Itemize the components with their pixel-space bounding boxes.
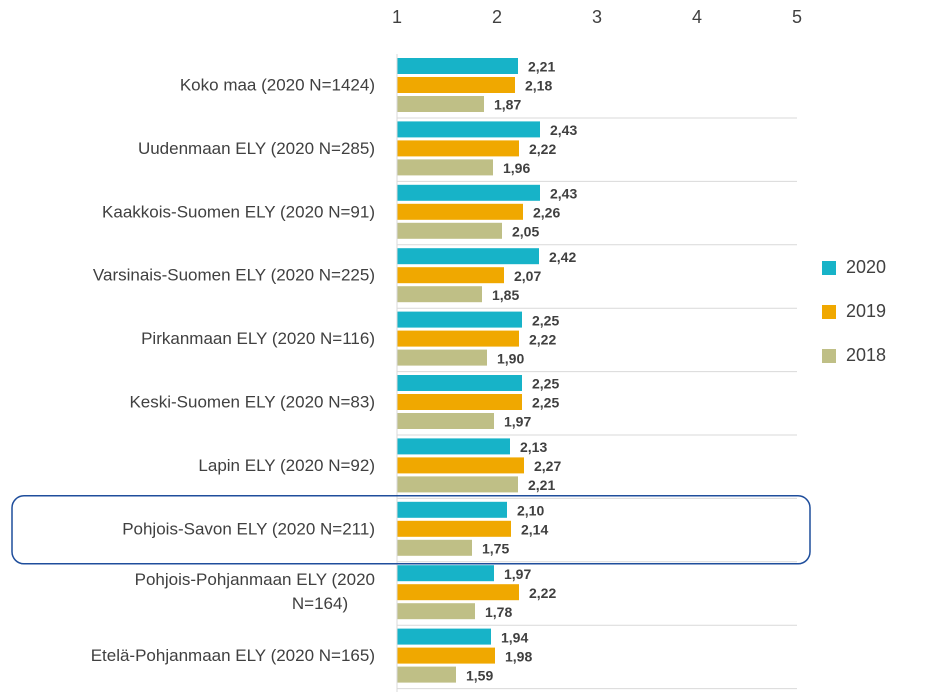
value-label: 1,90	[497, 350, 524, 366]
category-label-line: Pohjois-Pohjanmaan ELY (2020	[135, 571, 375, 590]
legend-label: 2018	[846, 345, 886, 365]
value-label: 1,96	[503, 160, 530, 176]
category-label: Uudenmaan ELY (2020 N=285)	[138, 139, 375, 158]
x-tick-label: 4	[692, 7, 702, 27]
category-label: Kaakkois-Suomen ELY (2020 N=91)	[102, 202, 375, 221]
bar	[397, 58, 518, 74]
legend-label: 2020	[846, 257, 886, 277]
x-tick-label: 2	[492, 7, 502, 27]
bar	[397, 539, 472, 556]
value-label: 2,43	[550, 122, 577, 138]
bar	[397, 248, 539, 265]
category-label: Pohjois-Pohjanmaan ELY (2020 N=164)	[135, 571, 375, 614]
value-label: 2,07	[514, 268, 541, 284]
bar	[397, 647, 495, 664]
value-label: 1,59	[466, 667, 493, 683]
x-tick-label: 5	[792, 7, 802, 27]
bar	[397, 413, 494, 429]
category-label: Varsinais-Suomen ELY (2020 N=225)	[93, 266, 375, 285]
category-label: Lapin ELY (2020 N=92)	[198, 456, 375, 475]
bar	[397, 184, 540, 201]
bar	[397, 438, 510, 455]
value-label: 2,42	[549, 249, 576, 265]
bar	[397, 96, 484, 112]
bar	[397, 140, 519, 157]
highlight-box	[11, 495, 811, 565]
value-label: 2,26	[533, 205, 560, 221]
value-label: 2,22	[529, 141, 556, 157]
value-label: 2,18	[525, 78, 552, 94]
legend-swatch	[822, 349, 836, 363]
bar	[397, 286, 482, 303]
x-tick-label: 1	[392, 7, 402, 27]
bar	[397, 584, 519, 601]
bar	[397, 565, 494, 582]
value-label: 2,10	[517, 503, 544, 519]
legend-swatch	[822, 305, 836, 319]
x-tick-label: 3	[592, 7, 602, 27]
bar	[397, 666, 456, 683]
category-label: Koko maa (2020 N=1424)	[180, 75, 375, 94]
value-label: 1,94	[501, 629, 528, 645]
value-label: 2,05	[512, 224, 539, 240]
bar	[397, 222, 502, 239]
value-label: 1,78	[485, 604, 512, 620]
value-label: 2,27	[534, 458, 561, 474]
bar	[397, 603, 475, 620]
bar	[397, 628, 491, 645]
bar	[397, 267, 504, 284]
value-label: 1,87	[494, 97, 521, 113]
value-label: 2,21	[528, 477, 555, 493]
bar	[397, 520, 511, 537]
bar	[397, 476, 518, 493]
value-label: 1,98	[505, 648, 532, 664]
bar	[397, 159, 493, 176]
value-label: 2,25	[532, 395, 559, 411]
category-label: Keski-Suomen ELY (2020 N=83)	[129, 392, 375, 411]
legend-swatch	[822, 261, 836, 275]
value-label: 2,14	[521, 522, 548, 538]
value-label: 2,22	[529, 331, 556, 347]
value-label: 2,22	[529, 585, 556, 601]
value-label: 2,21	[528, 59, 555, 75]
bar	[397, 330, 519, 347]
bar	[397, 203, 523, 220]
value-label: 2,25	[532, 376, 559, 392]
bar	[397, 394, 522, 410]
value-label: 2,43	[550, 186, 577, 202]
bar	[397, 349, 487, 366]
bar	[397, 311, 522, 328]
value-label: 2,25	[532, 312, 559, 328]
legend-label: 2019	[846, 301, 886, 321]
value-label: 1,97	[504, 566, 531, 582]
bar	[397, 121, 540, 138]
category-label: Etelä-Pohjanmaan ELY (2020 N=165)	[91, 646, 375, 665]
category-label-line: N=164)	[292, 595, 348, 614]
category-label: Pohjois-Savon ELY (2020 N=211)	[122, 519, 375, 538]
bar	[397, 77, 515, 93]
value-label: 1,85	[492, 287, 519, 303]
value-label: 2,13	[520, 439, 547, 455]
value-label: 1,75	[482, 541, 509, 557]
bar	[397, 501, 507, 518]
category-label: Pirkanmaan ELY (2020 N=116)	[141, 329, 375, 348]
bar	[397, 457, 524, 474]
value-label: 1,97	[504, 414, 531, 430]
bar	[397, 375, 522, 391]
